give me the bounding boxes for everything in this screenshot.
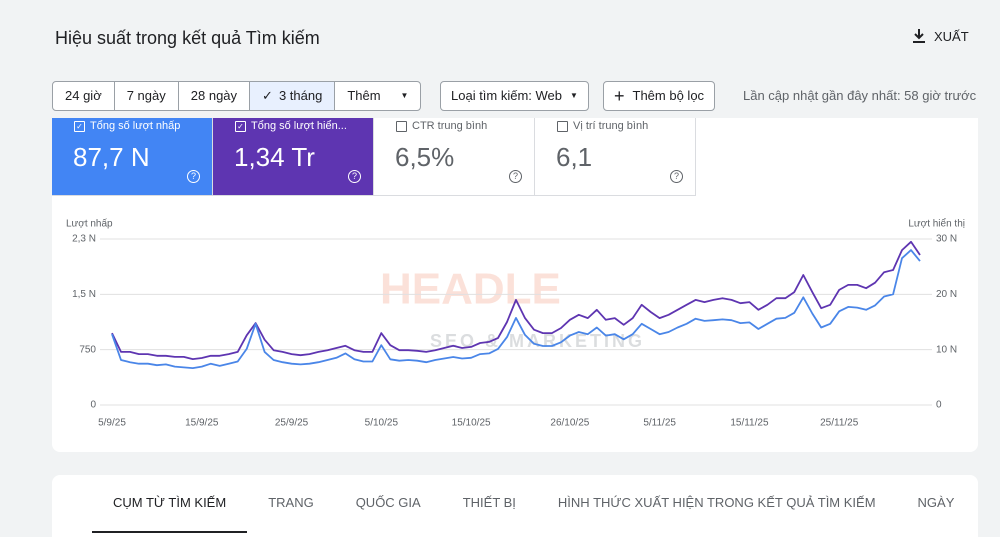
metric-name: CTR trung bình <box>412 120 488 132</box>
chip-label: Thêm <box>347 88 381 103</box>
button-label: Loại tìm kiếm: Web <box>451 88 563 103</box>
help-icon: ? <box>670 170 683 183</box>
x-tick-label: 26/10/25 <box>550 418 589 429</box>
metric-value: 6,5% <box>395 142 455 172</box>
help-icon: ? <box>509 170 522 183</box>
x-tick-label: 5/9/25 <box>98 418 126 429</box>
add-filter-button[interactable]: + Thêm bộ lọc <box>603 81 716 111</box>
metric-value: 1,34 Tr <box>234 142 315 172</box>
download-icon <box>913 29 925 43</box>
tab[interactable]: CỤM TỪ TÌM KIẾM <box>92 475 248 533</box>
date-chip[interactable]: 28 ngày <box>179 82 251 110</box>
metric-card[interactable]: Vị trí trung bình 6,1? <box>535 118 696 196</box>
search-type-button[interactable]: Loại tìm kiếm: Web ▼ <box>440 81 589 111</box>
export-label: XUẤT <box>934 28 969 44</box>
tab[interactable]: NGÀY <box>917 495 955 510</box>
date-range-chips: 24 giờ 7 ngày 28 ngày ✓ 3 tháng Thêm ▼ <box>52 81 422 111</box>
series-line <box>111 240 921 360</box>
x-tick-label: 15/10/25 <box>452 418 491 429</box>
help-icon: ? <box>187 170 200 183</box>
tab[interactable]: HÌNH THỨC XUẤT HIỆN TRONG KẾT QUẢ TÌM KI… <box>557 495 876 510</box>
help-icon: ? <box>348 170 361 183</box>
dropdown-icon: ▼ <box>400 91 409 100</box>
checkbox <box>557 120 568 132</box>
plus-icon: + <box>614 86 625 106</box>
checkbox <box>396 120 407 132</box>
series-line <box>111 249 921 369</box>
yticks-label: 1,5 N <box>72 289 96 300</box>
date-chip[interactable]: 24 giờ <box>53 82 115 110</box>
watermark: HEADLE <box>380 265 561 314</box>
metric-name: Tổng số lượt hiển... <box>251 120 347 132</box>
x-tick-label: 15/11/25 <box>730 418 769 429</box>
metric-card[interactable]: ✓ Tổng số lượt hiển... 1,34 Tr? <box>213 118 374 196</box>
metric-value: 87,7 N <box>73 142 150 172</box>
tab[interactable]: THIẾT BỊ <box>462 495 516 510</box>
y2-axis-label: Lượt hiển thị <box>908 218 965 230</box>
tab[interactable]: TRANG <box>268 495 314 510</box>
dropdown-icon: ▼ <box>570 91 578 100</box>
button-label: Thêm bộ lọc <box>632 88 705 103</box>
metric-value: 6,1 <box>556 142 593 172</box>
y-axis-label: Lượt nhấp <box>66 218 113 230</box>
chip-label: 3 tháng <box>278 88 323 103</box>
tab-bar: CỤM TỪ TÌM KIẾM TRANG QUỐC GIA THIẾT BỊ … <box>52 475 978 537</box>
x-tick-label: 25/11/25 <box>820 418 859 429</box>
y2ticks-label: 0 <box>936 400 942 411</box>
last-updated: Lần cập nhật gần đây nhất: 58 giờ trước <box>743 88 977 103</box>
checkbox: ✓ <box>235 120 246 132</box>
x-tick-label: 15/9/25 <box>185 418 219 429</box>
date-chip[interactable]: 7 ngày <box>115 82 179 110</box>
checkbox: ✓ <box>74 120 85 132</box>
date-chip[interactable]: ✓ 3 tháng <box>250 82 336 110</box>
tab[interactable]: QUỐC GIA <box>355 495 421 510</box>
export-button[interactable]: XUẤT <box>912 28 969 44</box>
y2ticks-label: 20 N <box>936 289 957 300</box>
y2ticks-label: 30 N <box>936 234 957 245</box>
metric-label: CTR trung bình <box>396 120 487 132</box>
yticks-label: 0 <box>90 400 96 411</box>
x-tick-label: 5/11/25 <box>643 418 676 429</box>
y2ticks-label: 10 N <box>936 344 957 355</box>
metric-card[interactable]: CTR trung bình 6,5%? <box>374 118 535 196</box>
metric-label: ✓ Tổng số lượt hiển... <box>235 120 347 132</box>
x-tick-label: 5/10/25 <box>365 418 399 429</box>
metric-name: Tổng số lượt nhấp <box>90 120 181 132</box>
page-title: Hiệu suất trong kết quả Tìm kiếm <box>55 28 320 48</box>
chart: HEADLE SEO & MARKETING Lượt nhấp Lượt hi… <box>66 218 965 429</box>
check-icon: ✓ <box>262 88 273 103</box>
watermark: SEO & MARKETING <box>430 331 645 351</box>
metric-name: Vị trí trung bình <box>573 120 649 132</box>
metric-label: Vị trí trung bình <box>557 120 648 132</box>
yticks-label: 2,3 N <box>72 234 96 245</box>
x-tick-label: 25/9/25 <box>275 418 309 429</box>
date-chip[interactable]: Thêm ▼ <box>335 82 420 110</box>
metric-label: ✓ Tổng số lượt nhấp <box>74 120 180 132</box>
yticks-label: 750 <box>79 344 96 355</box>
metric-card[interactable]: ✓ Tổng số lượt nhấp 87,7 N? <box>52 118 213 196</box>
